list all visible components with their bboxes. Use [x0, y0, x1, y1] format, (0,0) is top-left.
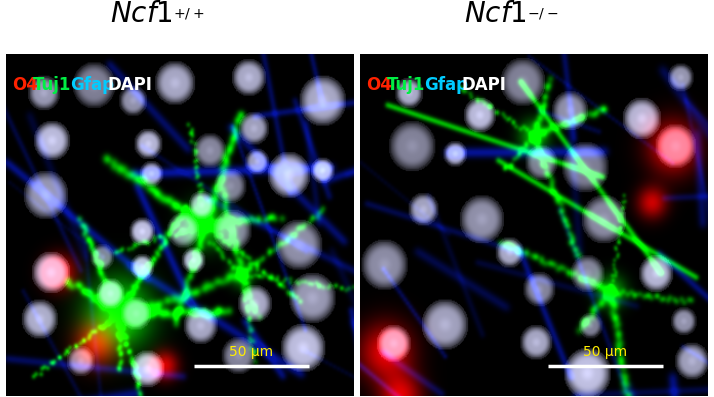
Text: 50 μm: 50 μm [583, 345, 628, 359]
Text: O4: O4 [366, 76, 392, 94]
Text: 50 μm: 50 μm [229, 345, 273, 359]
Text: Tuj1: Tuj1 [387, 76, 426, 94]
Text: Tuj1: Tuj1 [33, 76, 71, 94]
Text: $\it{Ncf1}$: $\it{Ncf1}$ [464, 0, 527, 28]
Text: DAPI: DAPI [461, 76, 506, 94]
Text: $^{+/+}$: $^{+/+}$ [173, 9, 204, 28]
Text: O4: O4 [12, 76, 38, 94]
Text: DAPI: DAPI [107, 76, 152, 94]
Text: Gfap: Gfap [424, 76, 468, 94]
Text: $\it{Ncf1}$: $\it{Ncf1}$ [110, 0, 173, 28]
Text: Gfap: Gfap [70, 76, 114, 94]
Text: $^{-/-}$: $^{-/-}$ [527, 9, 558, 28]
